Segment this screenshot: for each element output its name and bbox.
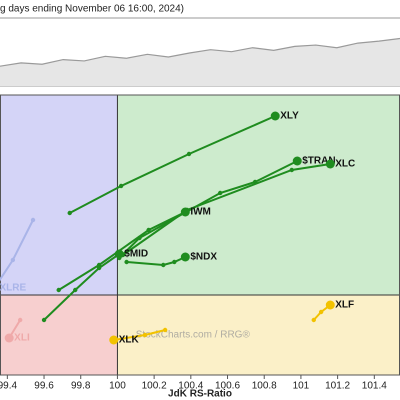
x-tick-label: 101.2 xyxy=(325,381,350,392)
series-label: XLF xyxy=(335,300,354,311)
trail-point xyxy=(10,257,16,263)
trail-point xyxy=(67,210,72,216)
series-label: $TRAN xyxy=(302,156,335,167)
trail-point xyxy=(96,265,102,271)
trail-head xyxy=(180,252,190,262)
trail-point xyxy=(56,287,61,293)
trail-point xyxy=(124,259,129,265)
series-label: XLC xyxy=(335,159,355,170)
watermark: StockCharts.com / RRG® xyxy=(136,330,251,341)
trail-point xyxy=(186,151,192,157)
trail-head xyxy=(270,111,280,121)
area xyxy=(0,38,400,86)
trail xyxy=(122,163,331,256)
quadrant-weakening xyxy=(117,295,400,375)
trail-point xyxy=(41,317,47,323)
series-label: XLY xyxy=(280,111,299,122)
x-axis-label: JdK RS-Ratio xyxy=(168,389,232,400)
trail xyxy=(58,211,186,291)
quadrant-leading xyxy=(117,95,400,295)
trail-point xyxy=(17,317,23,323)
x-tick-label: 99.4 xyxy=(0,381,18,392)
x-tick-label: 99.6 xyxy=(34,381,54,392)
x-tick-label: 99.8 xyxy=(71,381,91,392)
x-tick-label: 101.4 xyxy=(362,381,387,392)
trail-point xyxy=(142,332,148,338)
trail-head xyxy=(292,156,302,166)
series-label: $NDX xyxy=(190,252,217,263)
x-tick-label: 101 xyxy=(293,381,310,392)
series-label: XLK xyxy=(119,335,140,346)
series-label: XLI xyxy=(14,333,30,344)
trail-head xyxy=(114,249,124,259)
quadrant-improving xyxy=(0,95,118,295)
trail-point xyxy=(73,287,78,293)
trail xyxy=(69,115,276,214)
trail-head xyxy=(4,333,14,343)
trail-point xyxy=(30,217,36,223)
trail-point xyxy=(318,309,324,315)
series-label: $MID xyxy=(124,249,148,260)
trail-point xyxy=(217,190,223,196)
x-tick-label: 100.8 xyxy=(252,381,277,392)
trail-point xyxy=(311,317,316,323)
x-tick-label: 100.6 xyxy=(215,381,240,392)
x-tick-label: 100 xyxy=(109,381,126,392)
trail-point xyxy=(161,262,166,268)
trail-head xyxy=(180,207,190,217)
trail-point xyxy=(162,327,168,333)
trail-head xyxy=(109,335,119,345)
chart-title: g days ending November 06 16:00, 2024) xyxy=(0,4,184,15)
series-label: IWM xyxy=(190,207,211,218)
trail-point xyxy=(172,259,177,265)
trail-head xyxy=(325,159,335,169)
trail xyxy=(126,256,186,267)
trail-point xyxy=(118,183,124,189)
x-tick-label: 100.2 xyxy=(142,381,167,392)
quadrant-lagging xyxy=(0,295,118,375)
trail xyxy=(43,253,120,321)
x-tick-label: 100.4 xyxy=(178,381,203,392)
trail-point xyxy=(289,167,294,173)
line xyxy=(0,37,400,67)
series-label: XLRE xyxy=(0,283,26,294)
trail-point xyxy=(146,227,151,233)
trail-head xyxy=(325,300,335,310)
